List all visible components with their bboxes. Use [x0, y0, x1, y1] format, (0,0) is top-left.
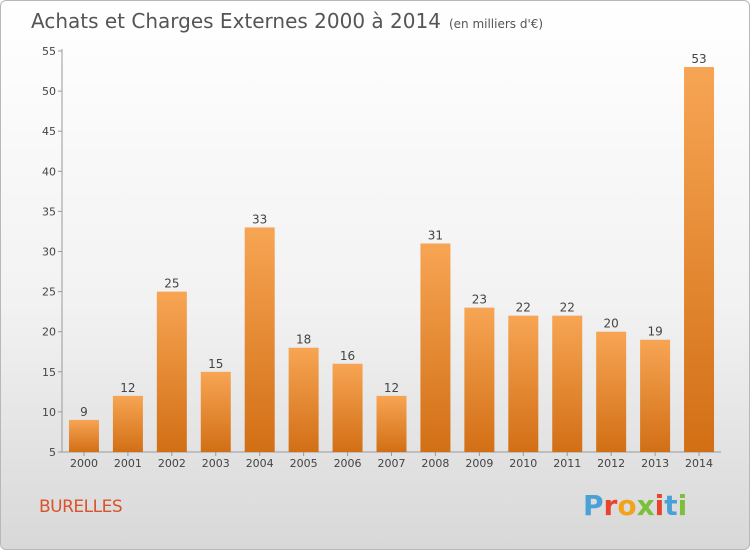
bar-value-label: 31: [428, 228, 443, 242]
logo-letter: i: [654, 489, 665, 522]
y-tick-label: 30: [42, 246, 56, 259]
x-tick-label: 2013: [641, 457, 669, 470]
bar: [508, 315, 539, 452]
x-tick-label: 2005: [290, 457, 318, 470]
y-tick-label: 15: [42, 366, 56, 379]
y-tick-label: 10: [42, 406, 56, 419]
bar: [332, 363, 363, 452]
bar: [420, 243, 451, 452]
bar: [464, 307, 495, 452]
x-tick-label: 2011: [553, 457, 581, 470]
bar-value-label: 12: [384, 381, 399, 395]
chart-title: Achats et Charges Externes 2000 à 2014 (e…: [31, 9, 543, 33]
y-tick-label: 40: [42, 165, 56, 178]
x-tick-label: 2004: [246, 457, 274, 470]
bar-value-label: 53: [691, 52, 706, 66]
x-tick-label: 2006: [334, 457, 362, 470]
commune-name: BURELLES: [39, 497, 123, 517]
proxiti-logo: Proxiti: [583, 489, 687, 522]
y-tick-label: 20: [42, 326, 56, 339]
x-tick-label: 2008: [421, 457, 449, 470]
x-tick-label: 2001: [114, 457, 142, 470]
chart-subtitle: (en milliers d'€): [448, 17, 544, 31]
logo-letter: o: [617, 489, 637, 522]
chart-title-text: Achats et Charges Externes 2000 à 2014: [31, 9, 441, 33]
bar-value-label: 12: [120, 381, 135, 395]
bar-value-label: 16: [340, 349, 355, 363]
logo-letter: r: [603, 489, 618, 522]
x-tick-label: 2012: [597, 457, 625, 470]
bar-value-label: 20: [604, 317, 619, 331]
bar-value-label: 15: [208, 357, 223, 371]
x-tick-label: 2014: [685, 457, 713, 470]
bar: [288, 347, 319, 452]
y-tick-label: 50: [42, 85, 56, 98]
bar: [68, 419, 99, 452]
bar: [112, 395, 143, 452]
y-tick-label: 25: [42, 286, 56, 299]
bar: [552, 315, 583, 452]
bar: [684, 67, 715, 452]
bar-value-label: 9: [80, 405, 88, 419]
y-tick-label: 35: [42, 205, 56, 218]
bar-value-label: 18: [296, 333, 311, 347]
bar-value-label: 19: [647, 325, 662, 339]
y-tick-label: 45: [42, 125, 56, 138]
bar: [376, 395, 407, 452]
bar-value-label: 22: [560, 301, 575, 315]
bar: [200, 371, 231, 452]
y-tick-label: 5: [49, 446, 56, 459]
y-tick-label: 55: [42, 45, 56, 58]
logo-letter: P: [583, 489, 604, 522]
bar: [640, 339, 671, 452]
logo-letter: i: [677, 489, 688, 522]
bar-value-label: 25: [164, 277, 179, 291]
x-tick-label: 2009: [465, 457, 493, 470]
bar-value-label: 23: [472, 293, 487, 307]
x-tick-label: 2000: [70, 457, 98, 470]
logo-letter: x: [636, 489, 655, 522]
logo-letter: t: [664, 489, 678, 522]
x-tick-label: 2007: [378, 457, 406, 470]
bar-value-label: 22: [516, 301, 531, 315]
x-tick-label: 2002: [158, 457, 186, 470]
bar: [244, 227, 275, 452]
x-tick-label: 2010: [509, 457, 537, 470]
bar: [596, 331, 627, 452]
bar: [156, 291, 187, 452]
bar-value-label: 33: [252, 212, 267, 226]
x-tick-label: 2003: [202, 457, 230, 470]
